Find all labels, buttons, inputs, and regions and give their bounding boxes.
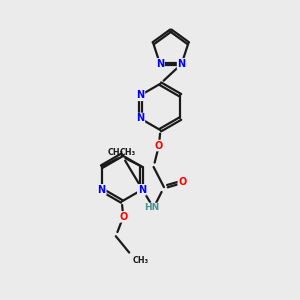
Text: O: O — [178, 177, 187, 187]
Text: N: N — [156, 59, 164, 69]
Text: HN: HN — [145, 203, 160, 212]
Text: O: O — [155, 140, 163, 151]
Text: CH₃: CH₃ — [108, 148, 124, 157]
Text: N: N — [136, 113, 144, 124]
Text: O: O — [119, 212, 128, 222]
Text: N: N — [136, 90, 144, 100]
Text: N: N — [178, 59, 186, 69]
Text: CH₃: CH₃ — [119, 148, 136, 157]
Text: CH₃: CH₃ — [133, 256, 149, 265]
Text: N: N — [98, 185, 106, 195]
Text: N: N — [138, 185, 146, 195]
